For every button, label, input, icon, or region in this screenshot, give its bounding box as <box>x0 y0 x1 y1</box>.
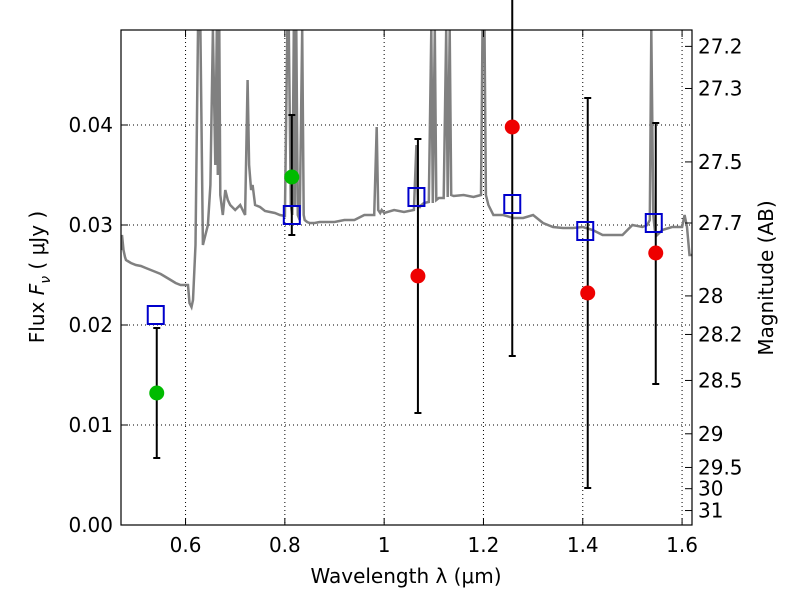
mag-tick-label: 29.5 <box>698 455 743 479</box>
red-data-point <box>410 268 426 284</box>
y-tick-label: 0.03 <box>68 213 113 237</box>
red-data-point <box>504 119 520 135</box>
red-data-point <box>580 285 596 301</box>
x-axis-title: Wavelength λ (μm) <box>310 564 501 588</box>
model-square-point <box>644 213 663 233</box>
y-tick-label: 0.00 <box>68 513 113 537</box>
model-square-point <box>282 205 301 225</box>
model-square-point <box>407 187 426 207</box>
mag-tick-label: 27.7 <box>698 211 743 235</box>
y-tick-label: 0.01 <box>68 413 113 437</box>
x-tick-label: 1 <box>378 533 391 557</box>
x-tick-label: 1.2 <box>468 533 500 557</box>
model-square-point <box>146 305 165 325</box>
y2-axis-title: Magnitude (AB) <box>754 200 778 355</box>
model-spectrum-line <box>121 30 692 311</box>
y-axis-title-unit: ( μJy ) <box>25 211 49 276</box>
mag-tick-label: 28.5 <box>698 368 743 392</box>
mag-tick-label: 30 <box>698 477 723 501</box>
y-tick-label: 0.02 <box>68 313 113 337</box>
mag-tick-label: 28 <box>698 284 723 308</box>
mag-tick-label: 29 <box>698 422 723 446</box>
plot-frame <box>120 29 693 526</box>
x-tick-label: 0.6 <box>170 533 202 557</box>
mag-tick-label: 31 <box>698 499 723 523</box>
x-tick-label: 0.8 <box>269 533 301 557</box>
model-square-point <box>503 194 522 214</box>
x-tick-label: 1.4 <box>567 533 599 557</box>
y-axis-title-prefix: Flux <box>25 295 49 343</box>
mag-tick-label: 28.2 <box>698 322 743 346</box>
y-axis-title-symbol: F <box>25 283 49 295</box>
mag-tick-label: 27.2 <box>698 34 743 58</box>
y-tick-label: 0.04 <box>68 113 113 137</box>
mag-tick-label: 27.3 <box>698 76 743 100</box>
green-data-point <box>149 385 165 401</box>
green-data-point <box>284 169 300 185</box>
y-axis-title: Flux Fν ( μJy ) <box>25 211 54 343</box>
x-tick-label: 1.6 <box>666 533 698 557</box>
mag-tick-label: 27.5 <box>698 150 743 174</box>
model-square-point <box>576 221 595 241</box>
y-axis-title-subscript: ν <box>38 276 54 284</box>
red-data-point <box>648 245 664 261</box>
